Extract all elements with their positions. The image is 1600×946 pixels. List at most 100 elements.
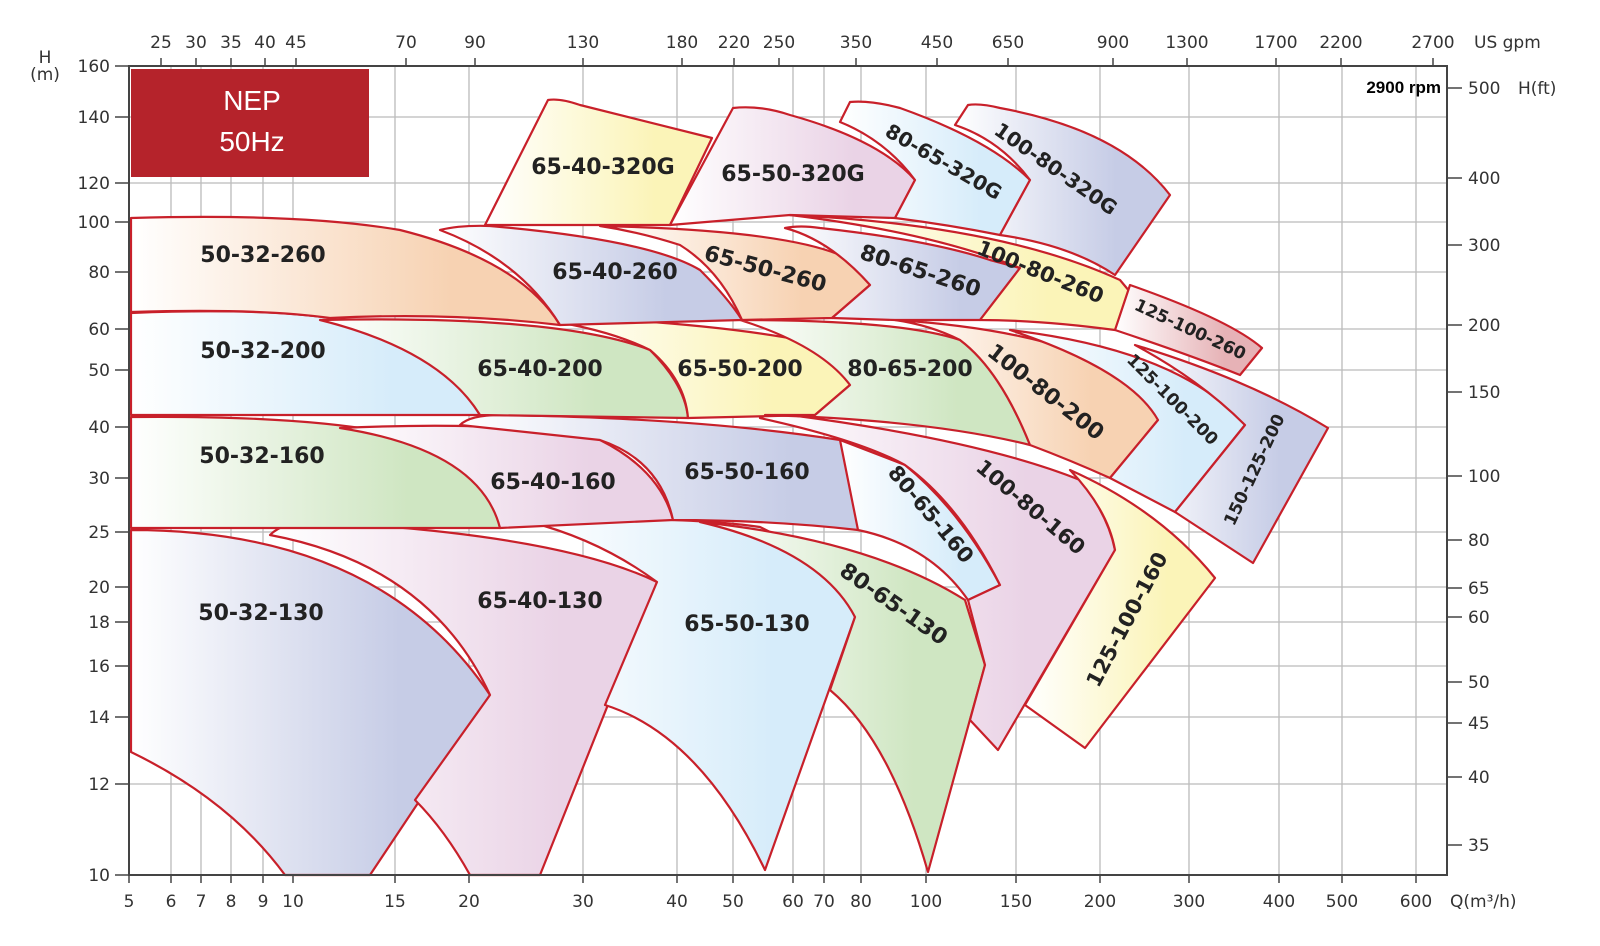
region-label-65-40-260: 65-40-260 bbox=[552, 260, 677, 285]
x2-tick-label: 900 bbox=[1097, 33, 1129, 53]
y-tick-label: 14 bbox=[88, 708, 110, 728]
y-tick-label: 120 bbox=[78, 174, 110, 194]
x-tick-label: 600 bbox=[1400, 892, 1432, 912]
x2-axis-label: US gpm bbox=[1474, 33, 1541, 53]
region-label-50-32-130: 50-32-130 bbox=[198, 601, 323, 626]
y2-tick-label: 80 bbox=[1468, 531, 1490, 551]
region-label-65-50-160: 65-50-160 bbox=[684, 460, 809, 485]
x-tick-label: 7 bbox=[196, 892, 207, 912]
x-tick-label: 60 bbox=[782, 892, 804, 912]
region-80-65-320g bbox=[838, 100, 1032, 237]
x-tick-label: 6 bbox=[166, 892, 177, 912]
axes: 5 6 7 8 9 10 15 20 30 40 50 60 70 80 100 150 200 300 400 50… bbox=[78, 33, 1501, 912]
y-axis-label: H bbox=[39, 48, 52, 68]
x-tick-label: 150 bbox=[1000, 892, 1032, 912]
region-125-100-160 bbox=[1023, 468, 1217, 750]
x-tick-label: 50 bbox=[722, 892, 744, 912]
region-label-65-40-200: 65-40-200 bbox=[477, 357, 602, 382]
x2-tick-label: 130 bbox=[567, 33, 599, 53]
region-label-65-40-130: 65-40-130 bbox=[477, 589, 602, 614]
brand-frequency: 50Hz bbox=[219, 126, 284, 157]
speed-label: 2900 rpm bbox=[1366, 78, 1441, 97]
y2-tick-label: 500 bbox=[1468, 79, 1500, 99]
region-label-65-40-320g: 65-40-320G bbox=[531, 155, 674, 180]
x-tick-label: 9 bbox=[258, 892, 269, 912]
y-tick-label: 16 bbox=[88, 657, 110, 677]
y-tick-label: 160 bbox=[78, 57, 110, 77]
region-label-65-50-200: 65-50-200 bbox=[677, 357, 802, 382]
plot-frame bbox=[128, 65, 1448, 876]
region-80-65-130 bbox=[698, 520, 987, 874]
y-tick-label: 18 bbox=[88, 613, 110, 633]
x-tick-label: 10 bbox=[282, 892, 304, 912]
y-tick-label: 25 bbox=[88, 523, 110, 543]
x2-tick-label: 2200 bbox=[1319, 33, 1362, 53]
y-tick-label: 12 bbox=[88, 775, 110, 795]
x-tick-label: 15 bbox=[384, 892, 406, 912]
x2-tick-label: 250 bbox=[763, 33, 795, 53]
x2-tick-label: 180 bbox=[666, 33, 698, 53]
y2-tick-label: 40 bbox=[1468, 768, 1490, 788]
region-label-50-32-260: 50-32-260 bbox=[200, 243, 325, 268]
x2-tick-label: 220 bbox=[718, 33, 750, 53]
region-150-125-200 bbox=[1133, 343, 1330, 565]
region-80-65-200 bbox=[738, 318, 1032, 447]
brand-name: NEP bbox=[223, 85, 281, 116]
x-tick-label: 8 bbox=[226, 892, 237, 912]
region-65-40-320g bbox=[483, 98, 714, 227]
x2-tick-label: 2700 bbox=[1411, 33, 1454, 53]
region-label-65-50-320g: 65-50-320G bbox=[721, 162, 864, 187]
y-axis-unit: (m) bbox=[30, 65, 60, 85]
y2-axis-label: H(ft) bbox=[1518, 79, 1556, 99]
y2-tick-label: 65 bbox=[1468, 579, 1490, 599]
y2-tick-label: 60 bbox=[1468, 608, 1490, 628]
x2-tick-label: 650 bbox=[992, 33, 1024, 53]
y-tick-label: 100 bbox=[78, 213, 110, 233]
x-tick-label: 80 bbox=[850, 892, 872, 912]
region-label-80-65-200: 80-65-200 bbox=[847, 357, 972, 382]
x-tick-label: 70 bbox=[813, 892, 835, 912]
x2-tick-label: 70 bbox=[395, 33, 417, 53]
x-tick-label: 5 bbox=[124, 892, 135, 912]
region-100-80-320g bbox=[953, 103, 1172, 277]
region-100-80-260 bbox=[788, 213, 1137, 332]
x2-tick-label: 35 bbox=[220, 33, 242, 53]
y-tick-label: 40 bbox=[88, 418, 110, 438]
x2-tick-label: 30 bbox=[185, 33, 207, 53]
y2-tick-label: 300 bbox=[1468, 236, 1500, 256]
y2-tick-label: 45 bbox=[1468, 714, 1490, 734]
region-label-65-50-130: 65-50-130 bbox=[684, 612, 809, 637]
x-tick-label: 100 bbox=[910, 892, 942, 912]
x2-tick-label: 1700 bbox=[1254, 33, 1297, 53]
y-tick-label: 50 bbox=[88, 361, 110, 381]
x2-tick-label: 350 bbox=[840, 33, 872, 53]
y-tick-label: 140 bbox=[78, 108, 110, 128]
pump-regions bbox=[129, 98, 1330, 877]
y2-tick-label: 50 bbox=[1468, 673, 1490, 693]
x-tick-label: 500 bbox=[1326, 892, 1358, 912]
x-tick-label: 30 bbox=[572, 892, 594, 912]
x2-tick-label: 40 bbox=[254, 33, 276, 53]
x-tick-label: 300 bbox=[1173, 892, 1205, 912]
x2-tick-label: 1300 bbox=[1165, 33, 1208, 53]
brand-box bbox=[131, 69, 369, 177]
y2-tick-label: 400 bbox=[1468, 169, 1500, 189]
y-tick-label: 20 bbox=[88, 578, 110, 598]
x2-tick-label: 450 bbox=[921, 33, 953, 53]
y-tick-label: 60 bbox=[88, 320, 110, 340]
region-125-100-260 bbox=[1113, 283, 1264, 377]
x-axis-label: Q(m³/h) bbox=[1450, 892, 1517, 912]
y-tick-label: 80 bbox=[88, 263, 110, 283]
region-80-65-260 bbox=[783, 225, 1022, 322]
y2-tick-label: 100 bbox=[1468, 467, 1500, 487]
x-tick-label: 20 bbox=[458, 892, 480, 912]
region-label-50-32-160: 50-32-160 bbox=[199, 444, 324, 469]
region-label-65-40-160: 65-40-160 bbox=[490, 470, 615, 495]
y2-tick-label: 35 bbox=[1468, 836, 1490, 856]
x-tick-label: 400 bbox=[1263, 892, 1295, 912]
region-65-40-200 bbox=[318, 318, 690, 420]
x-tick-label: 40 bbox=[666, 892, 688, 912]
y-tick-label: 30 bbox=[88, 469, 110, 489]
y2-tick-label: 150 bbox=[1468, 383, 1500, 403]
